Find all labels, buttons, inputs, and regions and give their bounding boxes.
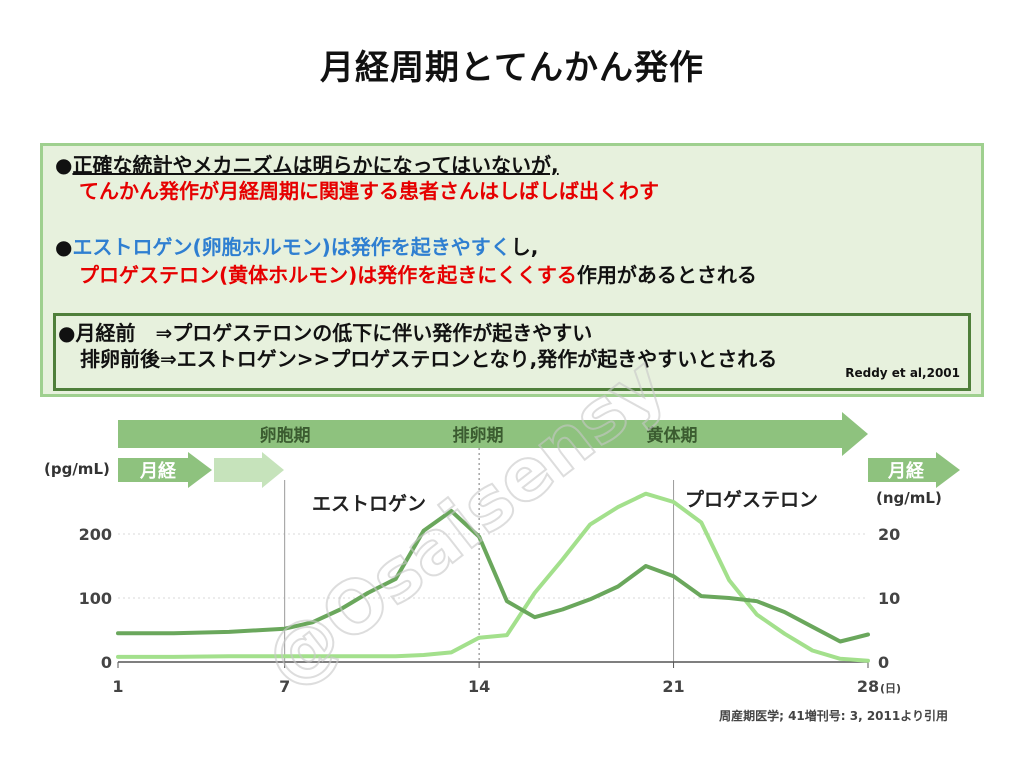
phase-arrow-shape [118, 412, 868, 456]
x-tick-14: 14 [468, 677, 490, 696]
x-tick-21: 21 [662, 677, 684, 696]
phase-label-follicular: 卵胞期 [260, 425, 311, 446]
x-tick-28: 28 [857, 677, 879, 696]
series-line-estrogen [116, 509, 870, 644]
risk-timing-box: ●月経前 ⇒プロゲステロンの低下に伴い発作が起きやすい 排卵前後⇒エストロゲン>… [53, 313, 971, 391]
page-title: 月経周期とてんかん発作 [320, 48, 704, 88]
bullet: ● [55, 235, 73, 259]
progesterone-note: プロゲステロン(黄体ホルモン)は発作を起きにくくする [79, 263, 577, 287]
reference: Reddy et al,2001 [845, 366, 960, 380]
progesterone-label: プロゲステロン [685, 488, 818, 511]
progesterone-note-tail: 作用があるとされる [576, 263, 757, 287]
phase-label-ovulation: 排卵期 [453, 425, 504, 446]
menses-arrows: 月経 月経 [118, 452, 960, 488]
estrogen-note-tail: し, [510, 235, 539, 259]
series-line-progesterone [116, 491, 870, 663]
y-right-tick-20: 20 [878, 525, 900, 544]
summary-box: ●正確な統計やメカニズムは明らかになってはいないが, てんかん発作が月経周期に関… [40, 143, 984, 397]
y-left-tick-0: 0 [101, 653, 112, 672]
patients-note: てんかん発作が月経周期に関連する患者さんはしばしば出くわす [79, 179, 659, 203]
watermark: @Osaisensy [249, 340, 681, 703]
x-tick-7: 7 [279, 677, 290, 696]
y-left-tick-200: 200 [79, 525, 112, 544]
x-tick-1: 1 [112, 677, 123, 696]
menses-arrow-left [118, 452, 212, 488]
premenstrual-line: ●月経前 ⇒プロゲステロンの低下に伴い発作が起きやすい [58, 321, 593, 345]
phase-arrow: 卵胞期 排卵期 黄体期 [118, 412, 868, 456]
statistics-note: 正確な統計やメカニズムは明らかになってはいないが, [72, 153, 559, 177]
y-left-tick-100: 100 [79, 589, 112, 608]
menses-arrow-left-dashed [214, 452, 284, 488]
phase-label-luteal: 黄体期 [647, 425, 698, 446]
summary-line-4: プロゲステロン(黄体ホルモン)は発作を起きにくくする作用があるとされる [79, 262, 757, 288]
x-unit: (日) [880, 682, 901, 695]
summary-line-2: てんかん発作が月経周期に関連する患者さんはしばしば出くわす [79, 178, 659, 204]
summary-line-3: ●エストロゲン(卵胞ホルモン)は発作を起きやすくし, [55, 234, 538, 260]
menses-label-end: 月経 [887, 460, 925, 482]
chart-grid [118, 448, 868, 662]
ovulation-line: 排卵前後⇒エストロゲン>>プロゲステロンとなり,発作が起きやすいとされる [80, 347, 778, 371]
y-right-tick-0: 0 [878, 653, 889, 672]
y-right-tick-10: 10 [878, 589, 900, 608]
bullet: ● [55, 153, 73, 177]
menses-label-start: 月経 [139, 460, 177, 482]
left-unit: (pg/mL) [44, 460, 110, 478]
menses-arrow-right [868, 452, 960, 488]
estrogen-note: エストロゲン(卵胞ホルモン)は発作を起きやすく [72, 235, 511, 259]
citation: 周産期医学; 41増刊号: 3, 2011より引用 [719, 709, 948, 723]
summary-line-1: ●正確な統計やメカニズムは明らかになってはいないが, [55, 152, 559, 178]
right-unit: (ng/mL) [876, 489, 942, 507]
estrogen-label: エストロゲン [312, 493, 426, 515]
chart-lines [116, 491, 870, 663]
